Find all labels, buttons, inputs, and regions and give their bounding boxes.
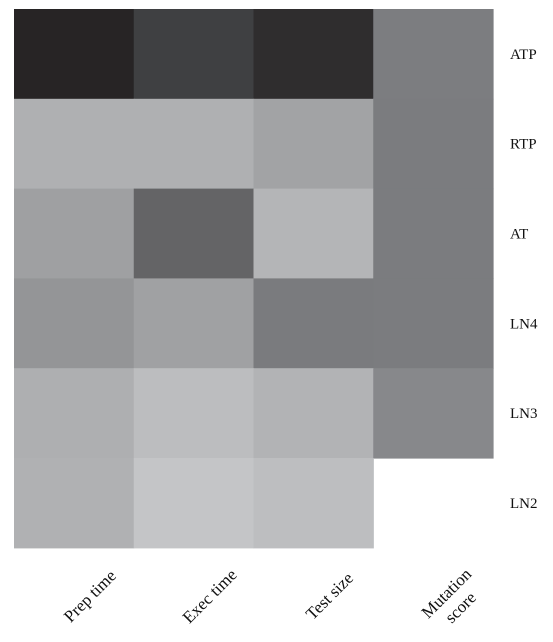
column-label-exec-time: Exec time	[179, 565, 241, 627]
row-label-rtp: RTP	[510, 137, 537, 153]
heatmap-cell-ln2-prep-time	[14, 458, 135, 549]
column-label-mutation-score: Mutationscore	[418, 564, 490, 636]
heatmap-cell-rtp-mutation-score	[373, 98, 494, 190]
heatmap-cell-at-mutation-score	[373, 188, 494, 279]
heatmap-cell-atp-prep-time	[14, 9, 135, 100]
heatmap-cell-ln3-mutation-score	[373, 368, 494, 459]
row-label-ln3: LN3	[510, 406, 538, 422]
heatmap-cell-ln3-exec-time	[133, 368, 255, 459]
heatmap-cell-ln3-test-size	[253, 368, 374, 459]
row-label-atp: ATP	[510, 47, 537, 63]
heatmap-cells	[14, 9, 494, 549]
heatmap-cell-atp-mutation-score	[373, 9, 494, 100]
row-label-at: AT	[510, 227, 528, 243]
heatmap-cell-atp-exec-time	[133, 9, 255, 100]
heatmap-cell-rtp-test-size	[253, 98, 374, 190]
heatmap-cell-ln4-exec-time	[133, 278, 255, 369]
heatmap-cell-rtp-prep-time	[14, 98, 135, 190]
heatmap-cell-at-prep-time	[14, 188, 135, 279]
heatmap-cell-rtp-exec-time	[133, 98, 255, 190]
heatmap-cell-ln4-test-size	[253, 278, 374, 369]
heatmap-cell-ln3-prep-time	[14, 368, 135, 459]
column-labels: Prep time Exec time Test size Mutationscore	[60, 564, 490, 636]
column-label-prep-time: Prep time	[60, 566, 120, 626]
heatmap-cell-ln2-exec-time	[133, 458, 255, 549]
heatmap-cell-ln4-mutation-score	[373, 278, 494, 369]
heatmap-cell-ln4-prep-time	[14, 278, 135, 369]
heatmap-cell-at-test-size	[253, 188, 374, 279]
heatmap-cell-at-exec-time	[133, 188, 255, 279]
row-label-ln2: LN2	[510, 496, 538, 512]
heatmap-cell-ln2-test-size	[253, 458, 374, 549]
row-labels: ATP RTP AT LN4 LN3 LN2	[510, 47, 538, 512]
row-label-ln4: LN4	[510, 316, 538, 332]
heatmap-cell-atp-test-size	[253, 9, 374, 100]
column-label-test-size: Test size	[302, 569, 357, 624]
